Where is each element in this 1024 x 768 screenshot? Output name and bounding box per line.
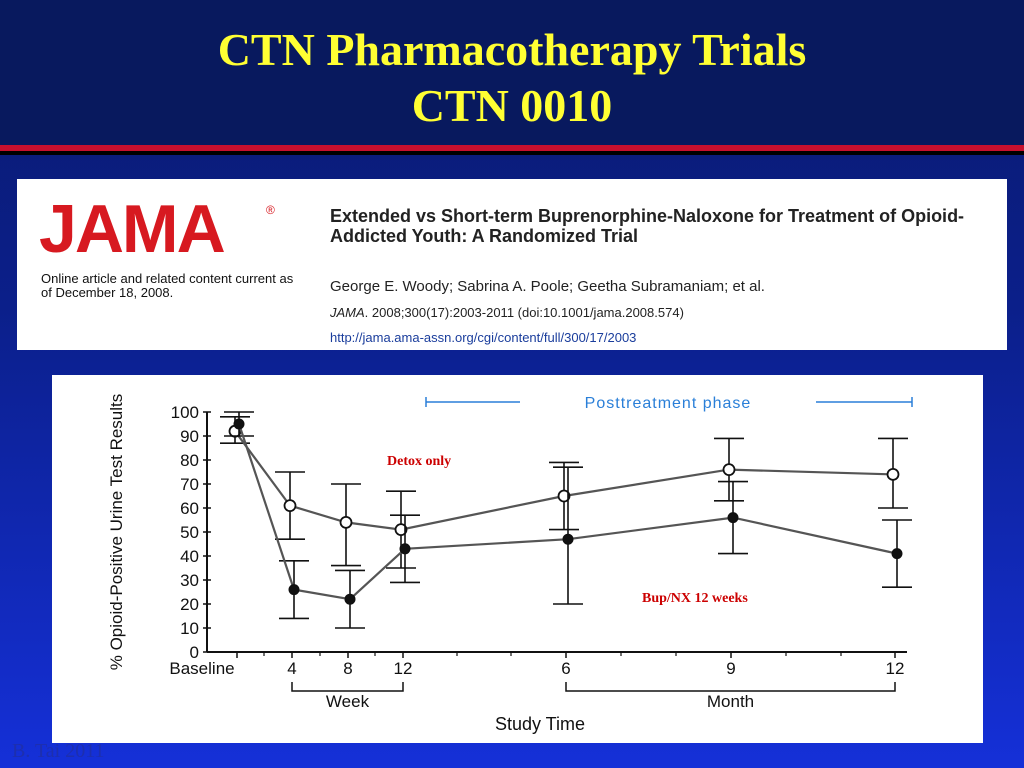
y-tick-label: 0	[190, 643, 199, 662]
data-point-open	[394, 523, 408, 537]
data-point-filled	[727, 512, 739, 524]
y-tick-label: 70	[180, 475, 199, 494]
y-tick-label: 60	[180, 499, 199, 518]
x-tick-label: 12	[394, 659, 413, 678]
jama-logo: JAMA	[39, 191, 226, 267]
group-bracket	[565, 682, 896, 692]
data-point-filled	[233, 418, 245, 430]
citation-journal: JAMA	[330, 305, 365, 320]
y-tick-label: 80	[180, 451, 199, 470]
y-tick-label: 40	[180, 547, 199, 566]
y-tick-label: 100	[171, 403, 199, 422]
x-tick-label: 12	[886, 659, 905, 678]
registered-mark: ®	[266, 203, 275, 217]
citation-details: . 2008;300(17):2003-2011 (doi:10.1001/ja…	[364, 305, 684, 320]
data-point-filled	[288, 584, 300, 596]
y-tick-label: 50	[180, 523, 199, 542]
article-title: Extended vs Short-term Buprenorphine-Nal…	[330, 206, 965, 246]
x-tick-label: Baseline	[169, 659, 234, 678]
series-label: Detox only	[387, 454, 451, 469]
x-tick-label: 6	[561, 659, 570, 678]
data-point-open	[339, 515, 353, 529]
y-tick-label: 30	[180, 571, 199, 590]
article-authors: George E. Woody; Sabrina A. Poole; Geeth…	[330, 278, 765, 295]
y-axis-label: % Opioid-Positive Urine Test Results	[107, 394, 126, 671]
x-tick-label: 8	[343, 659, 352, 678]
data-point-open	[722, 463, 736, 476]
group-bracket	[291, 682, 404, 692]
x-tick-label: 4	[287, 659, 296, 678]
y-tick-label: 90	[180, 427, 199, 446]
slide-subtitle: CTN 0010	[411, 80, 613, 131]
data-point-open	[557, 489, 571, 503]
group-label: Week	[326, 692, 370, 711]
series-label: Bup/NX 12 weeks	[642, 591, 748, 606]
data-point-filled	[562, 533, 574, 545]
data-point-open	[283, 499, 297, 513]
y-tick-label: 10	[180, 619, 199, 638]
title-divider-red	[0, 145, 1024, 151]
phase-label-background	[520, 393, 816, 411]
phase-label: Posttreatment phase	[585, 395, 752, 412]
x-axis-label: Study Time	[495, 714, 585, 734]
data-point-filled	[891, 548, 903, 560]
urine-results-chart: 0 10 20 30 40 50 60 70 80 90 100 % Opioid-Positive …	[107, 393, 913, 734]
jama-citation-panel: JAMA ® Online article and related conten…	[17, 179, 1007, 350]
slide-title: CTN Pharmacotherapy Trials	[217, 24, 807, 75]
group-label: Month	[707, 692, 754, 711]
footer-credit: B. Tai 2011	[12, 740, 105, 762]
article-citation: JAMA. 2008;300(17):2003-2011 (doi:10.100…	[330, 305, 684, 320]
x-tick-label: 9	[726, 659, 735, 678]
y-tick-label: 20	[180, 595, 199, 614]
data-point-filled	[399, 543, 411, 555]
chart-panel: 0 10 20 30 40 50 60 70 80 90 100 % Opioid-Positive …	[52, 375, 983, 743]
article-url-link[interactable]: http://jama.ama-assn.org/cgi/content/ful…	[330, 330, 637, 345]
jama-currency-note: Online article and related content curre…	[41, 271, 294, 300]
title-banner: CTN Pharmacotherapy Trials CTN 0010	[0, 0, 1024, 145]
data-point-open	[886, 468, 900, 481]
title-divider-dark	[0, 151, 1024, 155]
data-point-filled	[344, 593, 356, 605]
